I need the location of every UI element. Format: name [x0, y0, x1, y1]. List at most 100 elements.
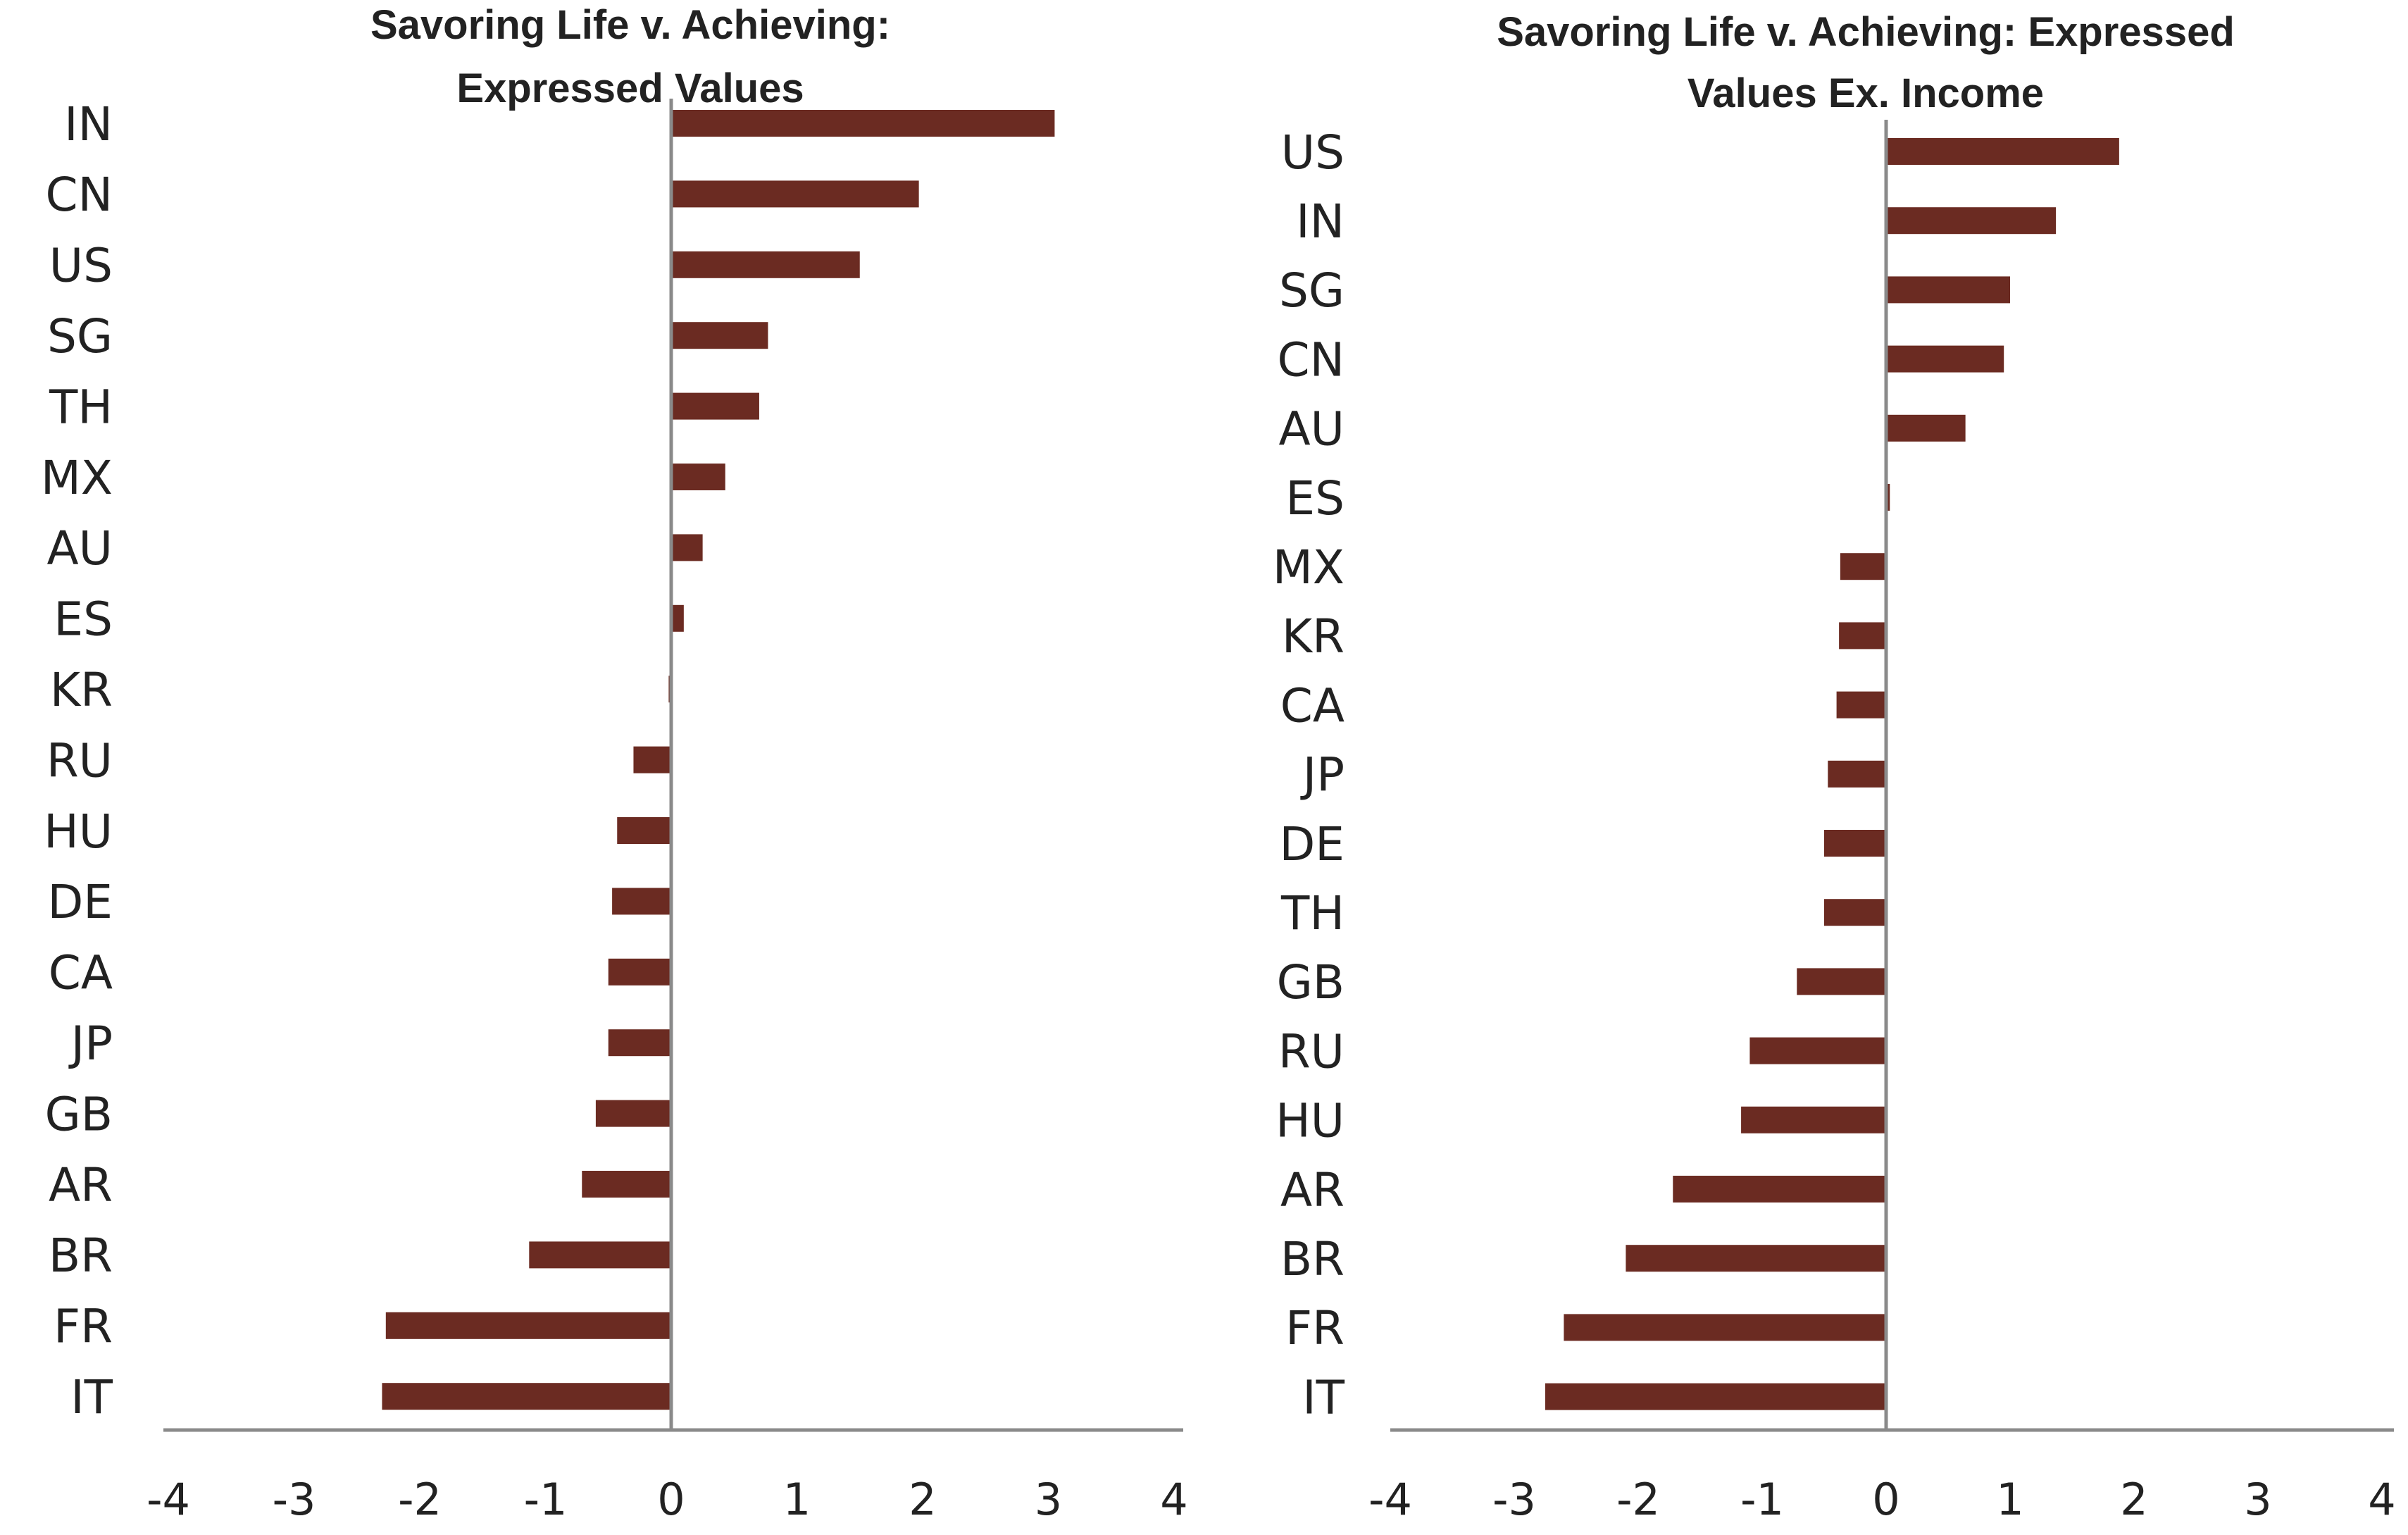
chart-title-line: Expressed Values: [456, 66, 804, 111]
bar-us: [1886, 138, 2119, 165]
category-label: SG: [47, 309, 113, 363]
chart-svg: Savoring Life v. Achieving: Expressed Val…: [1273, 9, 2396, 1525]
chart-title-line: Savoring Life v. Achieving: Expressed: [1497, 9, 2235, 55]
bar-fr: [1564, 1314, 1886, 1341]
bar-kr: [1839, 622, 1886, 650]
category-label: JP: [1300, 748, 1345, 802]
bar-th: [1824, 899, 1886, 926]
x-tick-label: 4: [1160, 1474, 1187, 1525]
bar-in: [671, 110, 1055, 137]
x-tick-label: -3: [1492, 1474, 1536, 1525]
category-label: MX: [1273, 540, 1345, 595]
chart-title-line: Savoring Life v. Achieving:: [370, 2, 890, 48]
category-label: TH: [1280, 886, 1345, 940]
category-label: JP: [68, 1017, 113, 1071]
bar-ca: [608, 958, 671, 986]
bar-it: [382, 1383, 671, 1410]
bar-de: [1824, 830, 1886, 857]
x-tick-label: -4: [146, 1474, 190, 1525]
bar-br: [1626, 1245, 1886, 1272]
bar-ar: [582, 1171, 671, 1198]
bar-ar: [1673, 1176, 1886, 1202]
category-label: GB: [45, 1087, 113, 1141]
bar-ru: [1749, 1037, 1886, 1064]
category-label: FR: [1285, 1301, 1345, 1355]
bar-th: [671, 392, 759, 420]
category-label: RU: [1278, 1024, 1345, 1079]
x-tick-label: 2: [909, 1474, 936, 1525]
bar-jp: [1828, 760, 1886, 788]
x-tick-label: -4: [1368, 1474, 1412, 1525]
category-label: HU: [1275, 1094, 1345, 1148]
category-label: IT: [70, 1370, 113, 1424]
x-tick-label: -3: [273, 1474, 316, 1525]
bar-sg: [1886, 276, 2010, 304]
bar-hu: [1741, 1106, 1886, 1133]
bar-cn: [1886, 345, 2004, 373]
category-label: ES: [54, 592, 113, 647]
category-label: IT: [1302, 1370, 1345, 1424]
category-label: KR: [1282, 609, 1345, 664]
chart-title-line: Values Ex. Income: [1688, 70, 2044, 116]
category-label: KR: [50, 663, 113, 717]
category-label: FR: [54, 1300, 113, 1354]
category-label: CN: [1278, 333, 1345, 387]
category-label: MX: [41, 451, 113, 505]
x-tick-label: 0: [1872, 1474, 1899, 1525]
category-label: IN: [1296, 194, 1345, 249]
x-tick-label: 1: [783, 1474, 811, 1525]
category-label: TH: [49, 380, 113, 434]
x-tick-label: -1: [1740, 1474, 1784, 1525]
bar-us: [671, 251, 860, 278]
x-tick-label: 3: [1035, 1474, 1062, 1525]
bar-it: [1545, 1383, 1886, 1410]
category-label: ES: [1285, 471, 1345, 526]
chart-right: Savoring Life v. Achieving: Expressed Val…: [1204, 0, 2408, 1535]
bar-au: [1886, 414, 1966, 442]
bar-fr: [385, 1312, 671, 1339]
bar-ru: [633, 746, 671, 773]
bar-ca: [1836, 691, 1886, 719]
bar-gb: [595, 1100, 671, 1127]
category-label: CN: [46, 168, 113, 222]
category-label: US: [1281, 125, 1345, 180]
category-label: AU: [47, 521, 113, 576]
category-label: DE: [1279, 817, 1345, 871]
bar-in: [1886, 207, 2057, 235]
x-tick-label: 2: [2120, 1474, 2147, 1525]
category-label: IN: [64, 97, 113, 151]
bar-jp: [608, 1029, 671, 1057]
bar-cn: [671, 180, 919, 208]
x-tick-label: -2: [1616, 1474, 1660, 1525]
x-tick-label: 1: [1996, 1474, 2023, 1525]
bar-de: [612, 888, 671, 915]
category-label: HU: [44, 804, 113, 859]
category-label: AR: [1280, 1163, 1345, 1217]
category-label: AU: [1279, 402, 1345, 456]
x-tick-label: -2: [398, 1474, 442, 1525]
category-label: AR: [49, 1158, 113, 1212]
category-label: DE: [47, 875, 113, 929]
chart-svg: Savoring Life v. Achieving: Expressed Val…: [41, 2, 1188, 1525]
category-label: US: [49, 239, 113, 293]
category-label: SG: [1279, 263, 1345, 318]
bar-gb: [1797, 968, 1886, 995]
chart-left: Savoring Life v. Achieving: Expressed Val…: [41, 2, 1188, 1525]
bar-br: [529, 1241, 671, 1269]
category-label: RU: [46, 733, 113, 788]
x-tick-label: 4: [2368, 1474, 2395, 1525]
bar-es: [1886, 484, 1890, 511]
category-label: BR: [49, 1229, 113, 1283]
category-label: GB: [1277, 955, 1345, 1009]
bar-mx: [671, 464, 725, 490]
bar-au: [671, 534, 703, 561]
bar-mx: [1840, 553, 1886, 580]
x-tick-label: 3: [2244, 1474, 2271, 1525]
bar-es: [671, 604, 684, 632]
bar-sg: [671, 322, 768, 349]
category-label: CA: [1280, 678, 1345, 733]
x-tick-label: 0: [657, 1474, 685, 1525]
category-label: BR: [1280, 1232, 1345, 1286]
category-label: CA: [49, 946, 113, 1000]
bar-hu: [617, 817, 671, 844]
